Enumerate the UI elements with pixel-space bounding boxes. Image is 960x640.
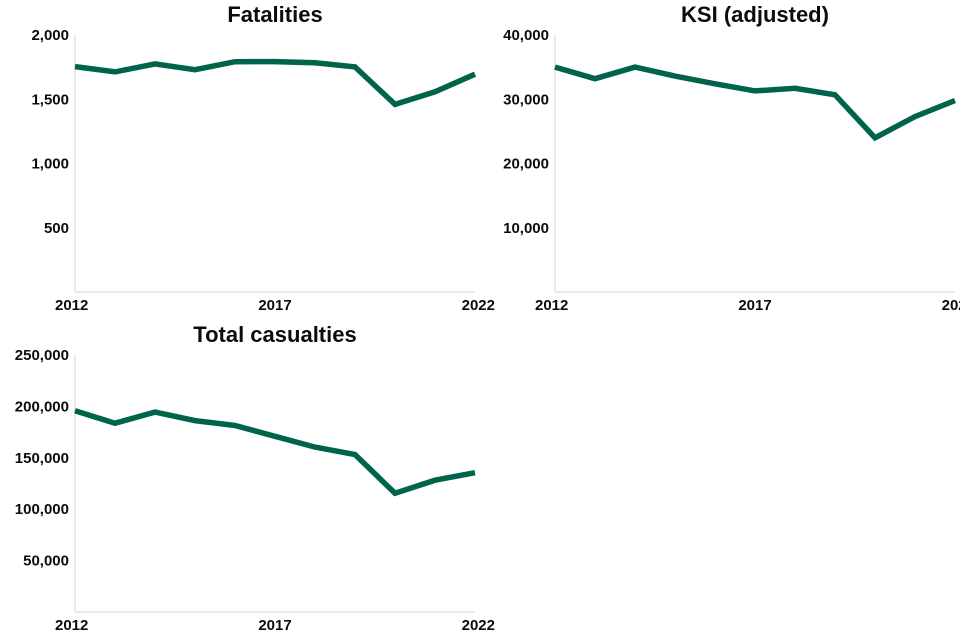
chart-title: Total casualties xyxy=(193,322,356,347)
x-tick-label: 2017 xyxy=(738,297,771,314)
fatalities-chart: Fatalities 500 1,000 1,500 2,000 2012 2017 202… xyxy=(31,2,495,314)
x-tick-label: 2022 xyxy=(462,297,495,314)
series-line xyxy=(74,58,477,108)
x-tick-label: 2012 xyxy=(535,297,568,314)
x-tick-label: 2022 xyxy=(462,617,495,634)
series-line xyxy=(74,408,476,497)
x-tick-label: 2012 xyxy=(55,617,88,634)
y-tick-label: 250,000 xyxy=(15,347,69,364)
total-casualties-chart: Total casualties 50,000 100,000 150,000 200… xyxy=(15,322,495,634)
y-tick-label: 40,000 xyxy=(503,27,549,44)
y-tick-label: 50,000 xyxy=(23,553,69,570)
y-tick-label: 100,000 xyxy=(15,501,69,518)
y-tick-label: 1,000 xyxy=(31,156,69,173)
y-tick-label: 30,000 xyxy=(503,91,549,108)
y-tick-label: 10,000 xyxy=(503,220,549,237)
x-tick-label: 2022 xyxy=(942,297,960,314)
y-tick-label: 20,000 xyxy=(503,156,549,173)
chart-title: Fatalities xyxy=(227,2,322,27)
y-tick-label: 2,000 xyxy=(31,27,69,44)
x-tick-label: 2017 xyxy=(258,617,291,634)
x-tick-label: 2017 xyxy=(258,297,291,314)
series-line xyxy=(554,64,957,142)
y-tick-label: 500 xyxy=(44,220,69,237)
chart-title: KSI (adjusted) xyxy=(681,2,829,27)
y-tick-label: 150,000 xyxy=(15,450,69,467)
y-tick-label: 200,000 xyxy=(15,398,69,415)
x-tick-label: 2012 xyxy=(55,297,88,314)
y-tick-label: 1,500 xyxy=(31,91,69,108)
ksi-adjusted-chart: KSI (adjusted) 10,000 20,000 30,000 40,000 2… xyxy=(503,2,960,314)
